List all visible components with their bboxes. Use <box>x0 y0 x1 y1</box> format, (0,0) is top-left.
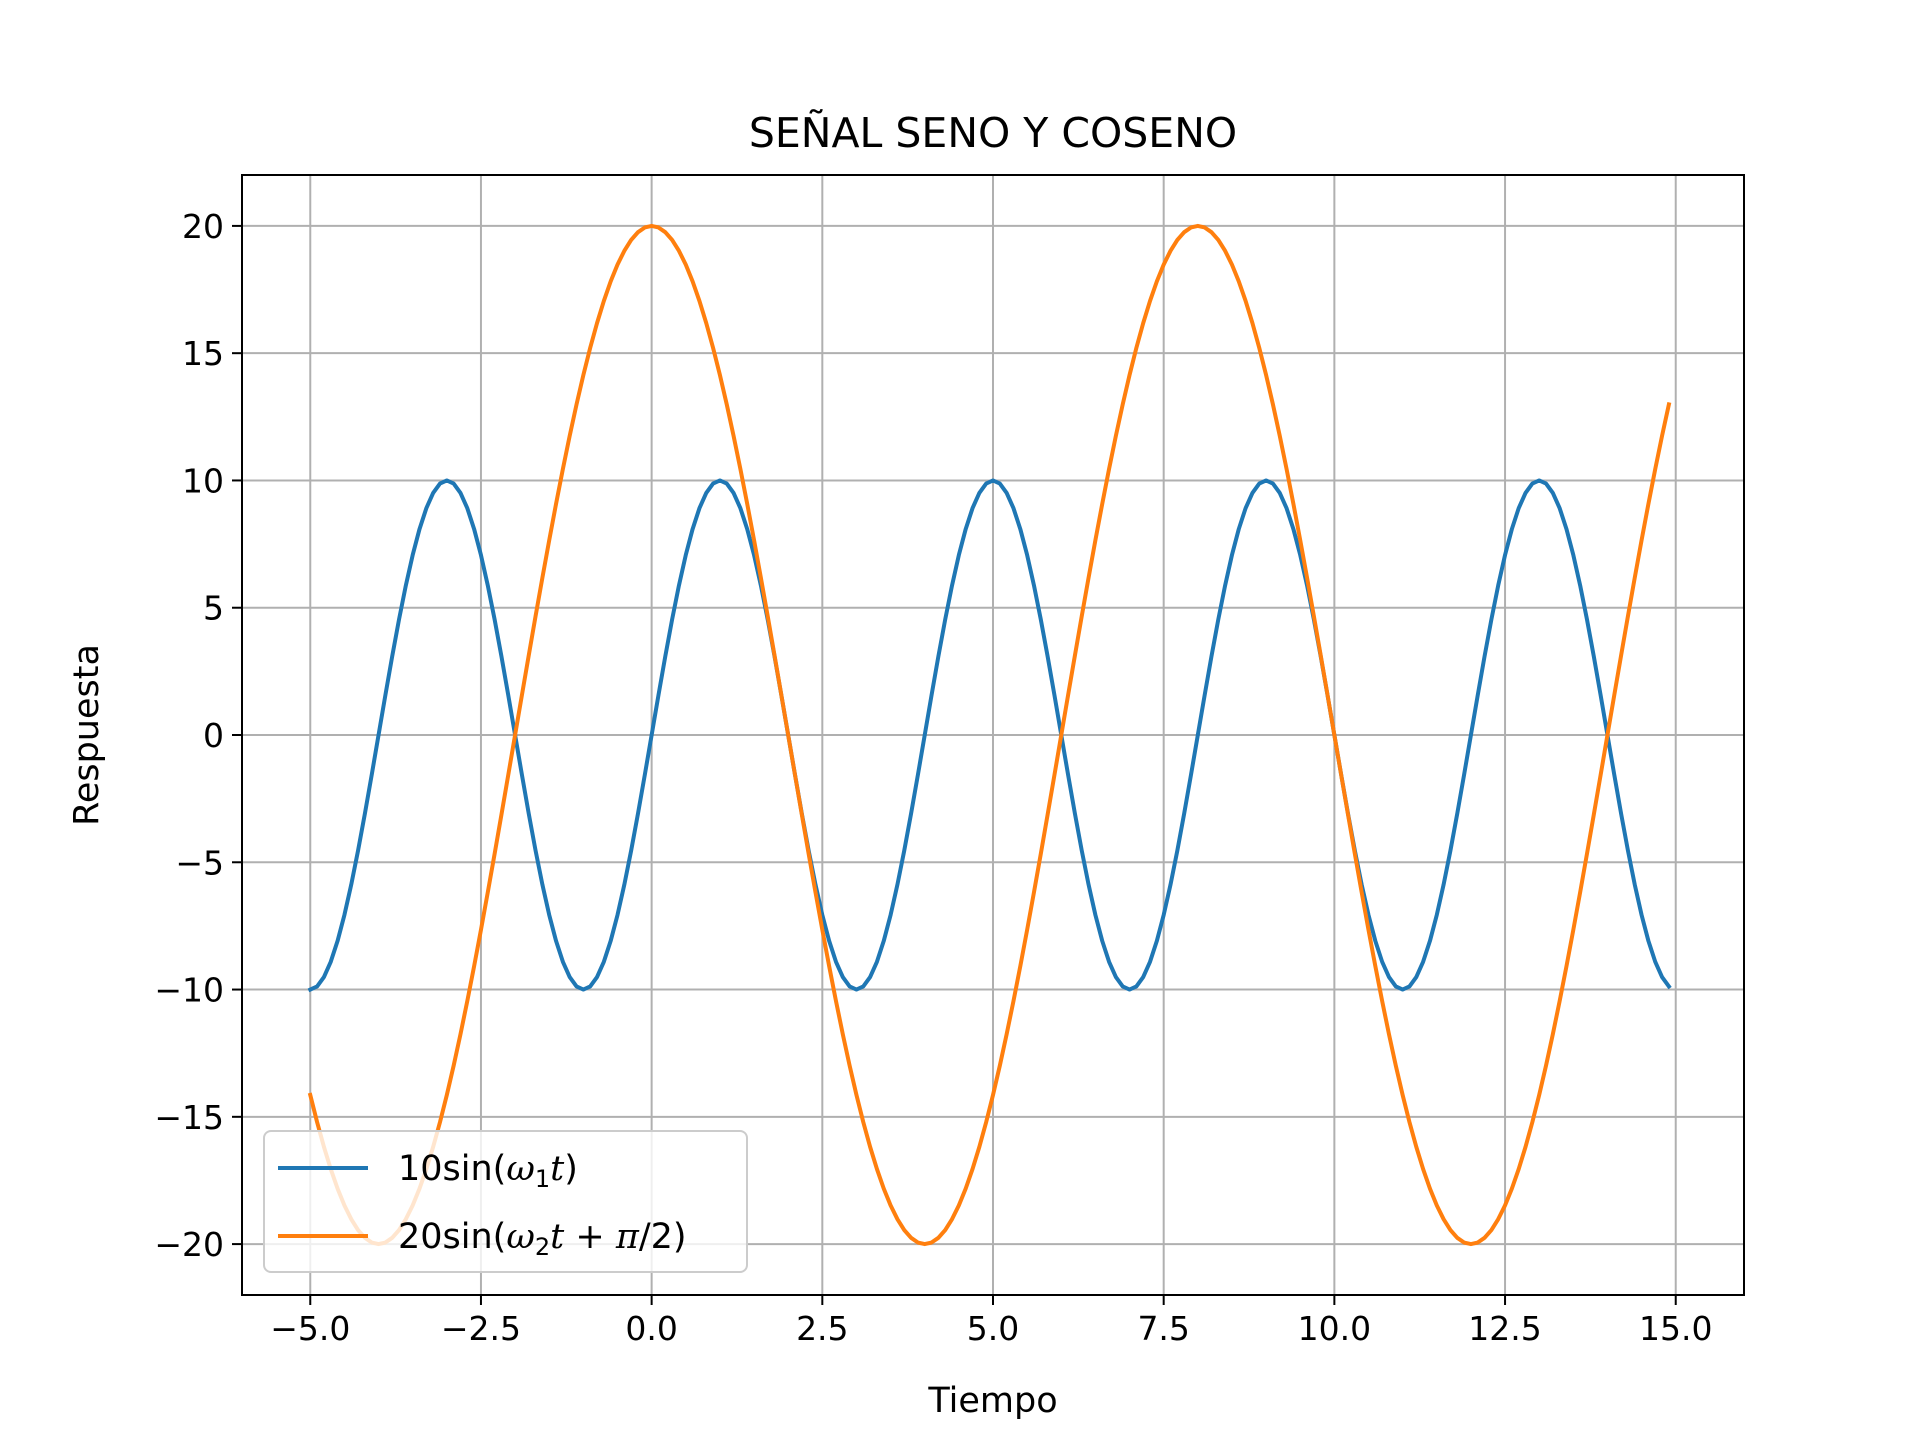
y-tick-label: −20 <box>154 1225 224 1264</box>
grid <box>242 175 1744 1295</box>
y-tick-label: −15 <box>154 1098 224 1137</box>
legend-box <box>263 1130 748 1273</box>
series-line-2 <box>307 223 1672 1247</box>
y-tick-label: −5 <box>175 843 224 882</box>
y-tick-label: 5 <box>203 589 224 628</box>
x-tick-label: 10.0 <box>1298 1309 1371 1348</box>
legend-label-series-1: 10sin(ω1t) <box>398 1149 578 1193</box>
x-tick-label: 0.0 <box>625 1309 677 1348</box>
x-tick-label: −2.5 <box>441 1309 521 1348</box>
legend: 10sin(ω1t) 20sin(ω2t + π/2) <box>263 1130 748 1273</box>
chart-title: SEÑAL SENO Y COSENO <box>749 109 1237 157</box>
y-tick-label: 20 <box>182 207 224 246</box>
x-axis-ticks: −5.0 −2.5 0.0 2.5 5.0 7.5 10.0 12.5 15.0 <box>270 1295 1712 1348</box>
y-tick-label: −10 <box>154 971 224 1010</box>
x-axis-label: Tiempo <box>927 1381 1057 1421</box>
x-tick-label: −5.0 <box>270 1309 350 1348</box>
series-line-1 <box>307 478 1672 993</box>
x-tick-label: 2.5 <box>796 1309 848 1348</box>
series-lines <box>307 223 1672 1247</box>
x-tick-label: 15.0 <box>1639 1309 1712 1348</box>
x-tick-label: 7.5 <box>1137 1309 1189 1348</box>
y-tick-label: 10 <box>182 461 224 500</box>
y-tick-label: 0 <box>203 716 224 755</box>
x-tick-label: 12.5 <box>1468 1309 1541 1348</box>
y-axis-ticks: 20 15 10 5 0 −5 −10 −15 −20 <box>154 207 242 1264</box>
y-axis-label: Respuesta <box>67 644 107 826</box>
x-tick-label: 5.0 <box>967 1309 1019 1348</box>
legend-label-series-2: 20sin(ω2t + π/2) <box>398 1217 687 1261</box>
y-tick-label: 15 <box>182 334 224 373</box>
